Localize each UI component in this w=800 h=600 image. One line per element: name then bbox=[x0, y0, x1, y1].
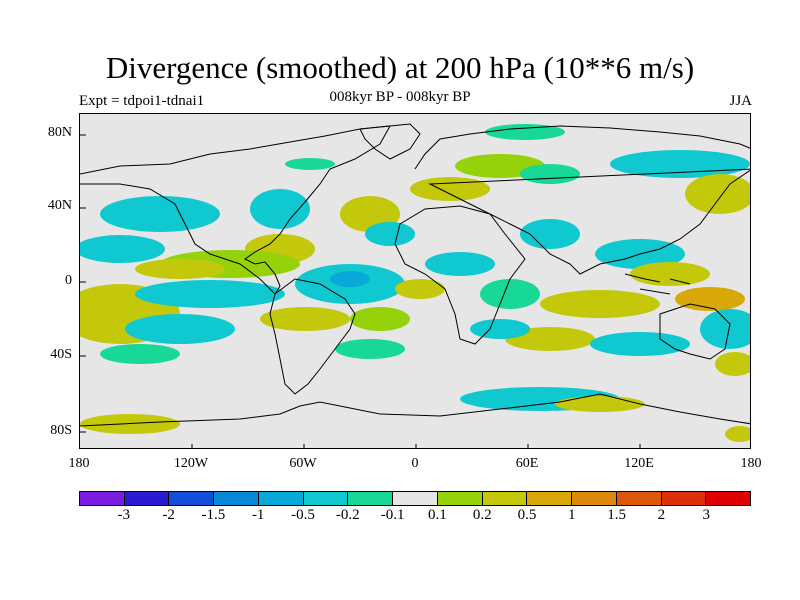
coastlines bbox=[80, 123, 750, 427]
colorbar-label: 0.1 bbox=[428, 507, 447, 523]
coastline-antarctica bbox=[80, 393, 750, 427]
colorbar-box bbox=[124, 492, 170, 505]
divergence-patch bbox=[685, 174, 750, 214]
divergence-patch bbox=[410, 177, 490, 201]
lat-label-40n: 40N bbox=[47, 198, 72, 213]
colorbar-label: 1 bbox=[568, 507, 576, 523]
divergence-patch bbox=[335, 339, 405, 359]
colorbar-box bbox=[303, 492, 349, 505]
coastline-greenland bbox=[359, 123, 421, 160]
divergence-patch bbox=[250, 189, 310, 229]
divergence-map bbox=[80, 123, 750, 448]
divergence-patch bbox=[480, 279, 540, 309]
divergence-patch bbox=[470, 319, 530, 339]
divergence-patch bbox=[330, 271, 370, 287]
coastline-australia bbox=[659, 303, 731, 360]
lon-label-60w: 60W bbox=[289, 456, 317, 471]
divergence-patch bbox=[505, 327, 595, 351]
colorbar bbox=[79, 491, 751, 506]
lon-label-0: 0 bbox=[411, 456, 419, 471]
colorbar-label: 3 bbox=[702, 507, 710, 523]
coastline-africa bbox=[394, 205, 526, 345]
colorbar-box bbox=[258, 492, 304, 505]
colorbar-label: -2 bbox=[162, 507, 175, 523]
colorbar-label: 1.5 bbox=[607, 507, 626, 523]
divergence-patch bbox=[700, 309, 750, 349]
divergence-patch bbox=[485, 124, 565, 140]
experiment-label: Expt = tdpoi1-tdnai1 bbox=[79, 93, 205, 109]
map-panel bbox=[79, 113, 751, 449]
divergence-patch bbox=[630, 262, 710, 286]
coastline-indonesia bbox=[624, 273, 691, 295]
divergence-patch bbox=[100, 196, 220, 232]
colorbar-box bbox=[572, 492, 617, 505]
axis-ticks bbox=[80, 134, 641, 448]
divergence-patch bbox=[715, 352, 750, 376]
divergence-patch bbox=[395, 279, 445, 299]
colorbar-box bbox=[661, 492, 707, 505]
colorbar-label: -0.2 bbox=[335, 507, 360, 523]
lat-label-40s: 40S bbox=[50, 347, 72, 362]
colorbar-label: 0.5 bbox=[517, 507, 537, 523]
divergence-patch bbox=[540, 290, 660, 318]
divergence-patch bbox=[725, 426, 750, 442]
divergence-patch bbox=[555, 396, 645, 412]
colorbar-label: -0.5 bbox=[291, 507, 315, 523]
colorbar-box bbox=[80, 492, 125, 505]
colorbar-label: -3 bbox=[117, 507, 131, 523]
divergence-patch bbox=[520, 219, 580, 249]
coastline-south-america bbox=[269, 278, 356, 395]
colorbar-box bbox=[214, 492, 259, 505]
divergence-patch bbox=[675, 287, 745, 311]
colorbar-box bbox=[348, 492, 394, 505]
divergence-patch bbox=[135, 259, 225, 279]
divergence-patch bbox=[80, 235, 165, 263]
colorbar-box bbox=[437, 492, 483, 505]
divergence-patch bbox=[285, 158, 335, 170]
divergence-patch bbox=[135, 280, 285, 308]
divergence-patch bbox=[350, 307, 410, 331]
lon-label-180e: 180 bbox=[740, 456, 762, 471]
divergence-patch bbox=[125, 314, 235, 344]
divergence-patch bbox=[260, 307, 350, 331]
colorbar-label: 0.2 bbox=[472, 507, 492, 523]
divergence-patch bbox=[590, 332, 690, 356]
lat-label-80s: 80S bbox=[50, 423, 72, 438]
divergence-patch bbox=[100, 344, 180, 364]
lon-label-180w: 180 bbox=[68, 456, 90, 471]
colorbar-box bbox=[616, 492, 662, 505]
colorbar-box bbox=[706, 492, 751, 505]
divergence-patch bbox=[365, 222, 415, 246]
colorbar-box bbox=[169, 492, 215, 505]
colorbar-label: 2 bbox=[657, 507, 666, 523]
lat-label-80n: 80N bbox=[47, 125, 72, 140]
coastline-north-america bbox=[80, 125, 391, 295]
colorbar-label: -1 bbox=[251, 507, 265, 523]
season-label: JJA bbox=[729, 93, 752, 109]
lat-label-0: 0 bbox=[65, 273, 72, 288]
chart-title: Divergence (smoothed) at 200 hPa (10**6 … bbox=[105, 50, 695, 85]
colorbar-label: -1.5 bbox=[201, 507, 226, 523]
divergence-field bbox=[80, 124, 750, 442]
lon-label-120w: 120W bbox=[173, 456, 209, 471]
colorbar-box bbox=[482, 492, 528, 505]
lon-label-120e: 120E bbox=[624, 456, 654, 471]
colorbar-label: -0.1 bbox=[380, 507, 405, 523]
colorbar-box bbox=[527, 492, 573, 505]
divergence-patch bbox=[610, 150, 750, 178]
lon-label-60e: 60E bbox=[515, 456, 539, 471]
coastline-eurasia bbox=[414, 125, 750, 275]
divergence-patch bbox=[425, 252, 495, 276]
period-label: 008kyr BP - 008kyr BP bbox=[329, 89, 471, 105]
colorbar-box bbox=[393, 492, 438, 505]
divergence-patch bbox=[520, 164, 580, 184]
